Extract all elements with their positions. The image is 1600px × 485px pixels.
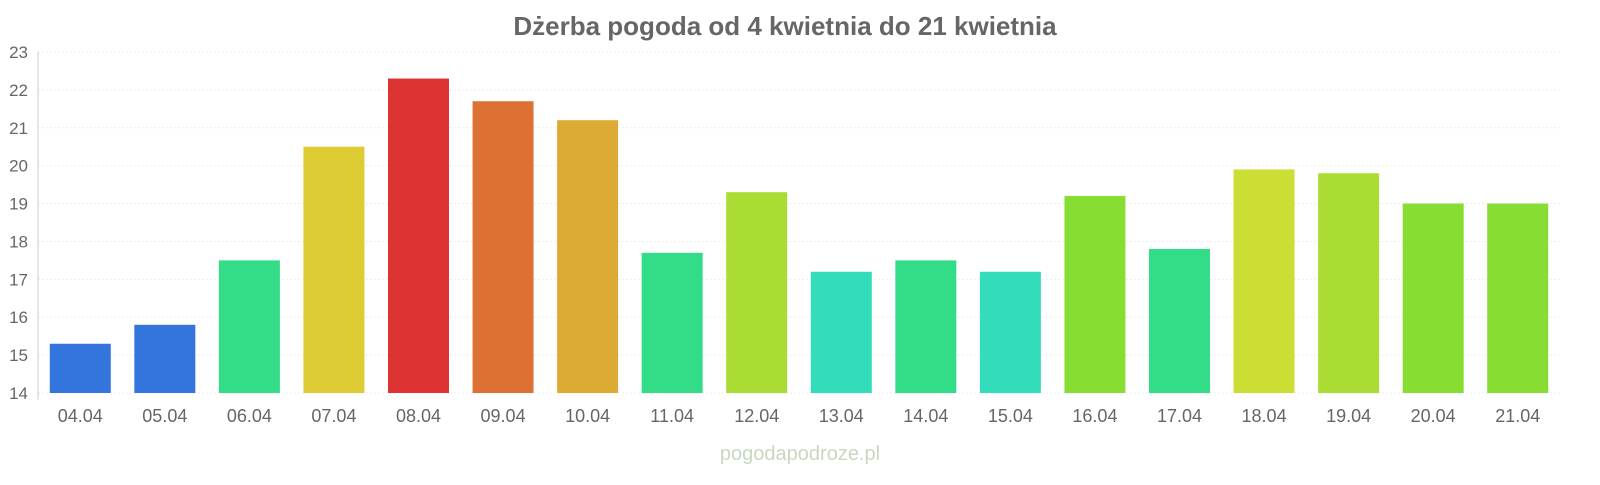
bar-18.04 — [1233, 169, 1295, 393]
y-tick-label: 18 — [9, 232, 28, 251]
x-tick-label: 21.04 — [1495, 406, 1540, 426]
bar-13.04 — [810, 271, 872, 393]
bar-21.04 — [1487, 203, 1549, 393]
bar-08.04 — [388, 78, 449, 394]
bar-17.04 — [1149, 249, 1210, 393]
y-tick-label: 22 — [9, 81, 28, 100]
y-tick-label: 23 — [9, 43, 28, 62]
bar-05.04 — [134, 324, 196, 393]
x-tick-label: 12.04 — [734, 406, 779, 426]
bar-16.04 — [1064, 195, 1126, 393]
x-tick-label: 09.04 — [481, 406, 526, 426]
x-tick-label: 07.04 — [311, 406, 356, 426]
x-tick-label: 06.04 — [227, 406, 272, 426]
y-tick-label: 17 — [9, 270, 28, 289]
bar-11.04 — [641, 252, 703, 393]
y-tick-label: 19 — [9, 195, 28, 214]
x-tick-label: 10.04 — [565, 406, 610, 426]
x-tick-label: 15.04 — [988, 406, 1033, 426]
bar-09.04 — [472, 101, 534, 393]
bar-04.04 — [49, 343, 111, 393]
y-tick-label: 21 — [9, 119, 28, 138]
x-tick-label: 14.04 — [903, 406, 948, 426]
chart-title: Dżerba pogoda od 4 kwietnia do 21 kwietn… — [513, 11, 1057, 41]
y-tick-label: 15 — [9, 346, 28, 365]
bar-14.04 — [895, 260, 957, 393]
bar-07.04 — [303, 146, 365, 393]
bar-10.04 — [557, 120, 619, 393]
x-tick-label: 05.04 — [142, 406, 187, 426]
bar-12.04 — [726, 192, 788, 393]
x-tick-label: 18.04 — [1242, 406, 1287, 426]
x-tick-label: 04.04 — [58, 406, 103, 426]
bar-06.04 — [218, 260, 280, 393]
x-tick-label: 20.04 — [1411, 406, 1456, 426]
bar-15.04 — [979, 271, 1041, 393]
bar-19.04 — [1318, 173, 1380, 393]
y-tick-label: 16 — [9, 308, 28, 327]
watermark: pogodapodroze.pl — [720, 443, 880, 465]
x-tick-label: 11.04 — [650, 406, 694, 426]
x-tick-label: 19.04 — [1326, 406, 1371, 426]
x-tick-label: 16.04 — [1072, 406, 1117, 426]
x-tick-label: 13.04 — [819, 406, 864, 426]
y-tick-label: 14 — [9, 384, 28, 403]
x-tick-label: 08.04 — [396, 406, 441, 426]
x-tick-label: 17.04 — [1157, 406, 1202, 426]
bar-20.04 — [1402, 203, 1464, 393]
y-tick-label: 20 — [9, 157, 28, 176]
